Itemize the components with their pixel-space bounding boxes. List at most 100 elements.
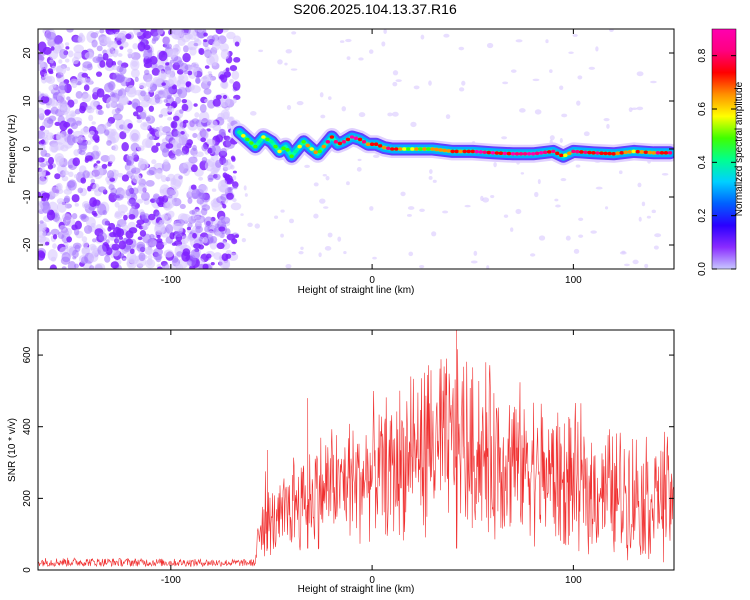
- background-speckle: [372, 256, 377, 260]
- background-speckle: [337, 236, 342, 242]
- noise-speckle: [183, 133, 190, 138]
- ridge-point: [257, 140, 262, 144]
- noise-speckle: [229, 79, 234, 84]
- noise-speckle: [200, 207, 208, 216]
- noise-speckle: [107, 41, 118, 50]
- noise-speckle: [155, 211, 161, 219]
- noise-speckle: [73, 149, 80, 157]
- noise-speckle: [78, 150, 86, 156]
- noise-speckle: [179, 109, 184, 114]
- background-speckle: [431, 231, 437, 237]
- noise-speckle: [141, 138, 153, 148]
- y-tick-label: -20: [22, 237, 33, 252]
- noise-speckle: [197, 124, 204, 132]
- noise-speckle: [156, 238, 163, 243]
- noise-speckle: [203, 88, 212, 95]
- noise-speckle: [196, 151, 204, 158]
- noise-speckle: [200, 137, 207, 143]
- background-speckle: [274, 215, 279, 219]
- x-tick-label: -100: [161, 275, 181, 286]
- ridge-point: [538, 151, 544, 155]
- noise-speckle: [79, 213, 87, 220]
- ridge-point: [418, 147, 423, 151]
- noise-speckle: [63, 195, 71, 203]
- background-speckle: [243, 185, 247, 191]
- background-speckle: [346, 56, 351, 60]
- noise-speckle: [194, 112, 200, 118]
- noise-speckle: [90, 150, 100, 160]
- ridge-point: [663, 151, 669, 155]
- noise-speckle: [47, 68, 53, 74]
- noise-speckle: [70, 78, 78, 85]
- colorbar: 0.0 0.2 0.4 0.6 0.8 Normalized spectral ampl…: [697, 28, 745, 276]
- ridge-point: [450, 149, 455, 154]
- ridge-point: [434, 147, 439, 152]
- noise-speckle: [140, 191, 150, 202]
- noise-speckle: [73, 98, 79, 105]
- background-speckle: [637, 182, 642, 188]
- ridge-amplitude-marks: [237, 130, 673, 158]
- noise-speckle: [178, 75, 185, 80]
- noise-speckle: [176, 251, 183, 257]
- noise-speckle: [207, 174, 215, 181]
- y-tick-label: 0: [22, 146, 33, 152]
- ridge-point: [277, 149, 282, 154]
- background-speckle: [661, 173, 669, 176]
- y-tick-label: 20: [22, 47, 33, 59]
- background-speckle: [578, 217, 584, 221]
- noise-speckle: [43, 93, 48, 97]
- noise-speckle: [90, 178, 96, 184]
- noise-speckle: [164, 264, 170, 269]
- noise-speckle: [167, 116, 173, 121]
- ridge-point: [595, 151, 600, 155]
- noise-speckle: [143, 30, 152, 39]
- y-tick-label: 0: [22, 567, 33, 573]
- background-speckle: [555, 204, 561, 208]
- noise-speckle: [61, 266, 67, 269]
- snr-panel: -100 0 100 0 200 400 600 Height of straight li…: [7, 329, 675, 595]
- noise-speckle: [169, 59, 174, 64]
- noise-speckle: [107, 154, 116, 163]
- noise-speckle: [59, 120, 68, 132]
- ridge-point: [373, 142, 379, 146]
- noise-speckle: [158, 89, 167, 99]
- noise-speckle: [162, 241, 167, 246]
- noise-speckle: [183, 70, 189, 75]
- noise-speckle: [80, 127, 90, 135]
- ridge-point: [587, 150, 592, 155]
- ridge-point: [583, 150, 588, 155]
- noise-speckle: [190, 164, 198, 173]
- ridge-point: [402, 147, 407, 151]
- ridge-point: [394, 147, 399, 151]
- ridge-point: [647, 150, 653, 155]
- ridge-point: [522, 152, 528, 156]
- ridge-point: [249, 141, 254, 145]
- noise-speckle: [114, 193, 124, 201]
- noise-speckle: [143, 69, 150, 76]
- background-speckle: [651, 209, 656, 214]
- noise-speckle: [119, 65, 127, 75]
- ridge-point: [325, 140, 331, 144]
- background-speckle: [638, 216, 642, 222]
- noise-speckle: [175, 263, 182, 269]
- noise-speckle: [137, 41, 146, 52]
- noise-speckle: [81, 256, 88, 265]
- ridge-point: [422, 147, 427, 151]
- background-speckle: [432, 179, 437, 183]
- background-speckle: [646, 215, 651, 219]
- noise-speckle: [230, 202, 242, 211]
- ridge-point: [651, 151, 657, 155]
- background-speckle: [458, 87, 465, 92]
- noise-speckle: [189, 46, 197, 56]
- noise-speckle: [49, 264, 58, 269]
- background-speckle: [250, 111, 257, 116]
- noise-speckle: [226, 31, 236, 40]
- ridge-point: [474, 149, 479, 154]
- noise-speckle: [182, 161, 193, 169]
- noise-speckle: [193, 103, 198, 107]
- noise-speckle: [136, 244, 146, 252]
- noise-speckle: [94, 205, 99, 209]
- noise-speckle: [176, 78, 186, 89]
- noise-speckle: [109, 133, 115, 140]
